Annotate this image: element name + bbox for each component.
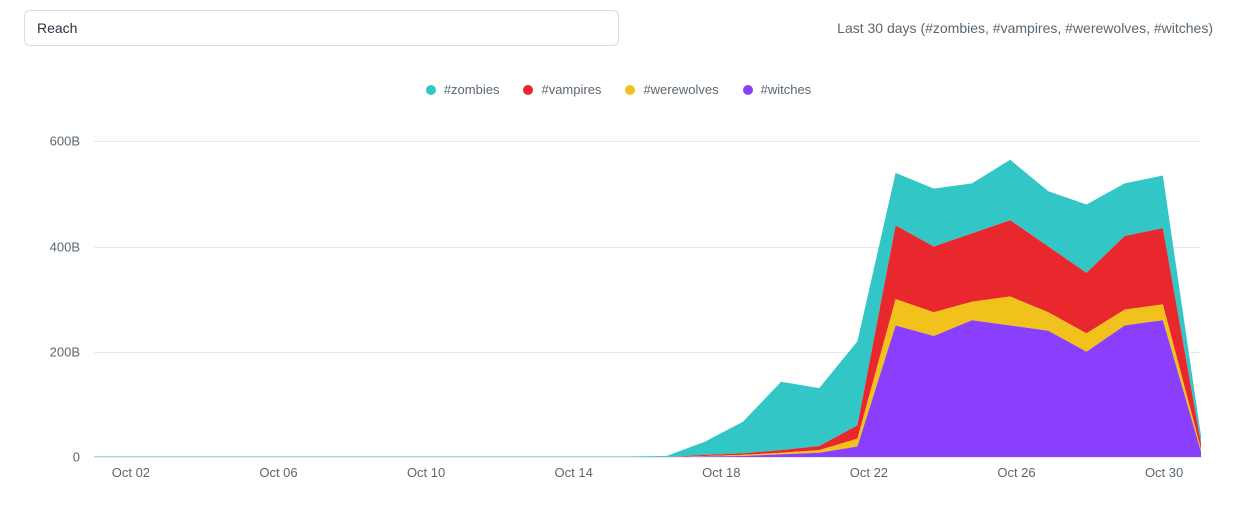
legend-label: #witches (761, 82, 812, 97)
legend-label: #vampires (541, 82, 601, 97)
metric-select[interactable]: Reach (24, 10, 619, 46)
y-tick-label: 400B (50, 239, 80, 254)
y-tick-label: 600B (50, 134, 80, 149)
context-summary: Last 30 days (#zombies, #vampires, #were… (837, 20, 1213, 36)
panel-header: Reach Last 30 days (#zombies, #vampires,… (24, 8, 1213, 48)
x-tick-label: Oct 14 (555, 465, 593, 480)
legend-item[interactable]: #zombies (426, 82, 500, 97)
chart-svg (94, 115, 1201, 457)
y-axis: 0200B400B600B (24, 115, 94, 457)
legend-item[interactable]: #werewolves (625, 82, 718, 97)
area-series (94, 320, 1201, 457)
x-tick-label: Oct 06 (259, 465, 297, 480)
x-tick-label: Oct 02 (112, 465, 150, 480)
x-tick-label: Oct 30 (1145, 465, 1183, 480)
legend-swatch-icon (523, 85, 533, 95)
gridline (94, 457, 1201, 458)
y-tick-label: 0 (73, 450, 80, 465)
legend-swatch-icon (625, 85, 635, 95)
reach-chart: 0200B400B600B Oct 02Oct 06Oct 10Oct 14Oc… (24, 115, 1213, 485)
x-tick-label: Oct 18 (702, 465, 740, 480)
legend-item[interactable]: #vampires (523, 82, 601, 97)
chart-legend: #zombies #vampires #werewolves #witches (24, 82, 1213, 97)
x-axis: Oct 02 Oct 06 Oct 10 Oct 14 Oct 18 Oct 22 Oct … (94, 461, 1201, 485)
chart-plot (94, 115, 1201, 457)
x-tick-label: Oct 10 (407, 465, 445, 480)
dashboard-panel: Reach Last 30 days (#zombies, #vampires,… (0, 0, 1237, 520)
metric-select-label: Reach (37, 20, 77, 36)
legend-item[interactable]: #witches (743, 82, 812, 97)
x-tick-label: Oct 22 (850, 465, 888, 480)
legend-swatch-icon (743, 85, 753, 95)
legend-label: #zombies (444, 82, 500, 97)
y-tick-label: 200B (50, 344, 80, 359)
legend-swatch-icon (426, 85, 436, 95)
legend-label: #werewolves (643, 82, 718, 97)
x-tick-label: Oct 26 (997, 465, 1035, 480)
